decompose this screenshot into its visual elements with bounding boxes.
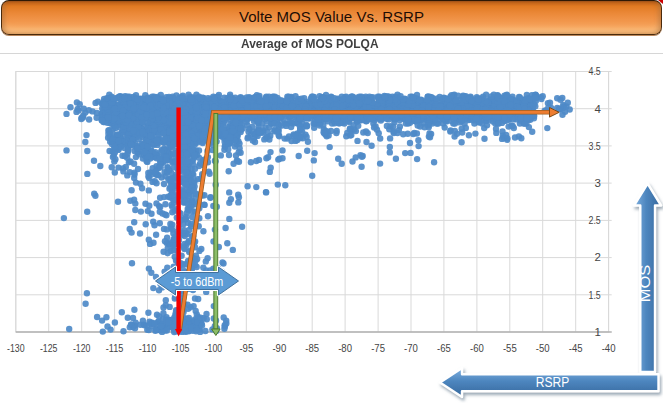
svg-text:MOS: MOS: [636, 265, 653, 303]
svg-text:RSRP: RSRP: [536, 374, 570, 390]
